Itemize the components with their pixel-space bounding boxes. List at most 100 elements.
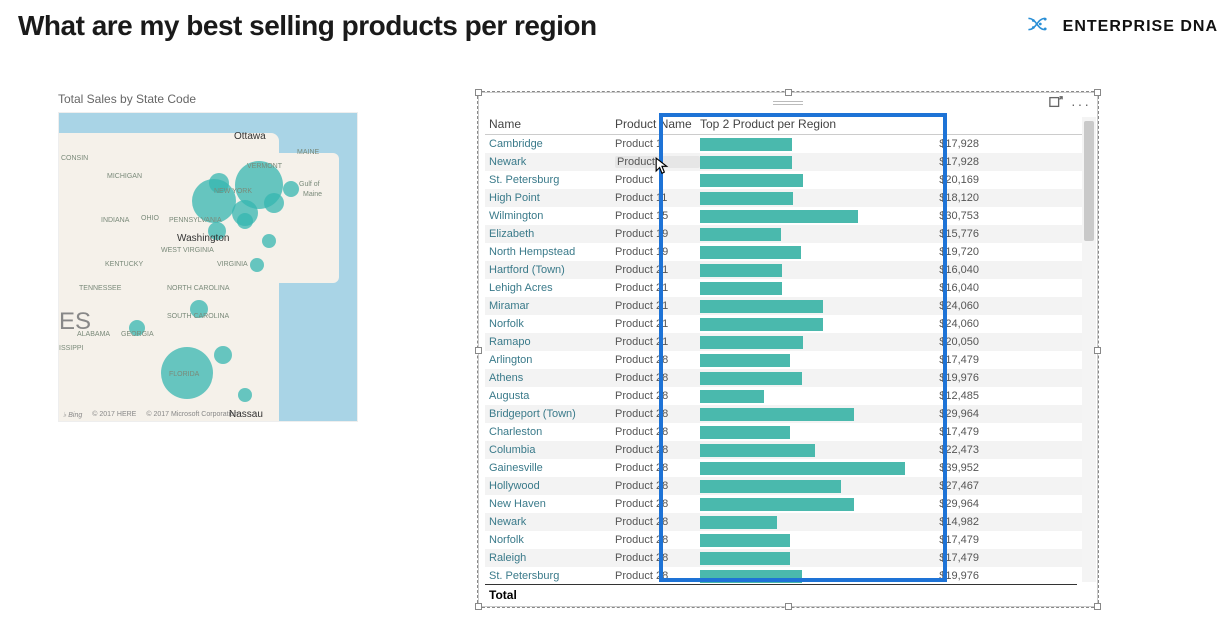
cell-product: Product 1 bbox=[615, 138, 700, 150]
cell-bar bbox=[700, 389, 915, 403]
table-row[interactable]: RamapoProduct 21$20,050 bbox=[485, 333, 1091, 351]
cell-bar bbox=[700, 479, 915, 493]
cell-value: $17,928 bbox=[915, 156, 985, 168]
cell-name: Wilmington bbox=[485, 210, 615, 222]
resize-handle[interactable] bbox=[1094, 89, 1101, 96]
map-bubble[interactable] bbox=[238, 388, 252, 402]
cell-name: Columbia bbox=[485, 444, 615, 456]
table-row[interactable]: CambridgeProduct 1$17,928 bbox=[485, 135, 1091, 153]
cell-product: Product 21 bbox=[615, 300, 700, 312]
cell-bar bbox=[700, 443, 915, 457]
cell-name: Newark bbox=[485, 516, 615, 528]
map-state-label: CONSIN bbox=[61, 155, 88, 162]
cell-bar bbox=[700, 227, 915, 241]
table-row[interactable]: Bridgeport (Town)Product 28$29,964 bbox=[485, 405, 1091, 423]
visual-header[interactable]: ··· bbox=[479, 93, 1097, 113]
cell-product: Product 28 bbox=[615, 390, 700, 402]
resize-handle[interactable] bbox=[1094, 603, 1101, 610]
cell-name: Hartford (Town) bbox=[485, 264, 615, 276]
table-row[interactable]: ElizabethProduct 19$15,776 bbox=[485, 225, 1091, 243]
cell-product: Product 21 bbox=[615, 264, 700, 276]
cell-product: Product 15 bbox=[615, 210, 700, 222]
cell-value: $19,976 bbox=[915, 372, 985, 384]
resize-handle[interactable] bbox=[475, 603, 482, 610]
map-bubble[interactable] bbox=[262, 234, 276, 248]
col-header-name[interactable]: Name bbox=[485, 117, 615, 131]
resize-handle[interactable] bbox=[475, 347, 482, 354]
cell-name: New Haven bbox=[485, 498, 615, 510]
map-city-label: Nassau bbox=[229, 409, 263, 420]
map-state-label: TENNESSEE bbox=[79, 285, 121, 292]
table-row[interactable]: High PointProduct 11$18,120 bbox=[485, 189, 1091, 207]
table-row[interactable]: AthensProduct 28 $19,976 bbox=[485, 369, 1091, 387]
table-row[interactable]: NewarkProduct 28$14,982 bbox=[485, 513, 1091, 531]
cell-name: St. Petersburg bbox=[485, 174, 615, 186]
table-row[interactable]: HollywoodProduct 28$27,467 bbox=[485, 477, 1091, 495]
cell-value: $20,050 bbox=[915, 336, 985, 348]
table-visual[interactable]: ··· Name Product Name Top 2 Product per … bbox=[478, 92, 1098, 607]
table-header[interactable]: Name Product Name Top 2 Product per Regi… bbox=[485, 113, 1091, 135]
table-row[interactable]: New HavenProduct 28$29,964 bbox=[485, 495, 1091, 513]
cell-product: Product 11 bbox=[615, 192, 700, 204]
cell-value: $19,976 bbox=[915, 570, 985, 582]
cell-bar bbox=[700, 353, 915, 367]
table-row[interactable]: WilmingtonProduct 15 $30,753 bbox=[485, 207, 1091, 225]
cell-name: High Point bbox=[485, 192, 615, 204]
table-row[interactable]: ColumbiaProduct 28$22,473 bbox=[485, 441, 1091, 459]
map-bubble[interactable] bbox=[214, 346, 232, 364]
cell-product: Product 28 bbox=[615, 534, 700, 546]
col-header-bar[interactable]: Top 2 Product per Region bbox=[700, 117, 915, 131]
resize-handle[interactable] bbox=[785, 89, 792, 96]
cell-value: $17,479 bbox=[915, 534, 985, 546]
table-row[interactable]: ArlingtonProduct 28$17,479 bbox=[485, 351, 1091, 369]
resize-handle[interactable] bbox=[475, 89, 482, 96]
table-row[interactable]: Hartford (Town)Product 21$16,040 bbox=[485, 261, 1091, 279]
cell-value: $30,753 bbox=[915, 210, 985, 222]
map-copyright-ms: © 2017 Microsoft Corporation bbox=[146, 411, 238, 419]
cell-bar bbox=[700, 245, 915, 259]
table-row[interactable]: NorfolkProduct 28$17,479 bbox=[485, 531, 1091, 549]
cell-value: $24,060 bbox=[915, 300, 985, 312]
cell-value: $12,485 bbox=[915, 390, 985, 402]
cell-name: Elizabeth bbox=[485, 228, 615, 240]
cell-bar bbox=[700, 173, 915, 187]
table-row[interactable]: RaleighProduct 28$17,479 bbox=[485, 549, 1091, 567]
table-row[interactable]: AugustaProduct 28$12,485 bbox=[485, 387, 1091, 405]
table-row[interactable]: MiramarProduct 21$24,060 bbox=[485, 297, 1091, 315]
cell-product: Product 28 bbox=[615, 372, 700, 384]
cell-value: $14,982 bbox=[915, 516, 985, 528]
table-row[interactable]: St. PetersburgProduct 28$19,976 bbox=[485, 567, 1091, 585]
cell-product: Product 28 bbox=[615, 480, 700, 492]
focus-mode-icon[interactable] bbox=[1049, 95, 1063, 112]
map-state-label: MAINE bbox=[297, 149, 319, 156]
table-row[interactable]: NewarkProduct$17,928 bbox=[485, 153, 1091, 171]
resize-handle[interactable] bbox=[785, 603, 792, 610]
map-bubble[interactable] bbox=[250, 258, 264, 272]
more-options-icon[interactable]: ··· bbox=[1071, 96, 1091, 112]
scrollbar-thumb[interactable] bbox=[1084, 121, 1094, 241]
table-row[interactable]: GainesvilleProduct 28$39,952 bbox=[485, 459, 1091, 477]
cell-name: Gainesville bbox=[485, 462, 615, 474]
map-state-label: WEST VIRGINIA bbox=[161, 247, 214, 254]
cell-bar bbox=[700, 299, 915, 313]
table-row[interactable]: St. PetersburgProduct$20,169 bbox=[485, 171, 1091, 189]
map-visual[interactable]: Total Sales by State Code ES ♭ Bing © 20… bbox=[58, 92, 358, 422]
col-header-product[interactable]: Product Name bbox=[615, 117, 700, 131]
table-row[interactable]: North HempsteadProduct 19$19,720 bbox=[485, 243, 1091, 261]
map-bubble[interactable] bbox=[283, 181, 299, 197]
cell-name: Athens bbox=[485, 372, 615, 384]
cell-product: Product 19 bbox=[615, 228, 700, 240]
map-bubble[interactable] bbox=[264, 193, 284, 213]
map-canvas[interactable]: ES ♭ Bing © 2017 HERE © 2017 Microsoft C… bbox=[58, 112, 358, 422]
map-state-label: MICHIGAN bbox=[107, 173, 142, 180]
cell-value: $16,040 bbox=[915, 282, 985, 294]
table-row[interactable]: Lehigh AcresProduct 21$16,040 bbox=[485, 279, 1091, 297]
cell-value: $29,964 bbox=[915, 408, 985, 420]
drag-grip-icon[interactable] bbox=[773, 101, 803, 105]
cell-product: Product 21 bbox=[615, 282, 700, 294]
table-row[interactable]: CharlestonProduct 28$17,479 bbox=[485, 423, 1091, 441]
table-row[interactable]: NorfolkProduct 21$24,060 bbox=[485, 315, 1091, 333]
resize-handle[interactable] bbox=[1094, 347, 1101, 354]
map-bubble[interactable] bbox=[237, 213, 253, 229]
map-state-label: Gulf of bbox=[299, 181, 320, 188]
